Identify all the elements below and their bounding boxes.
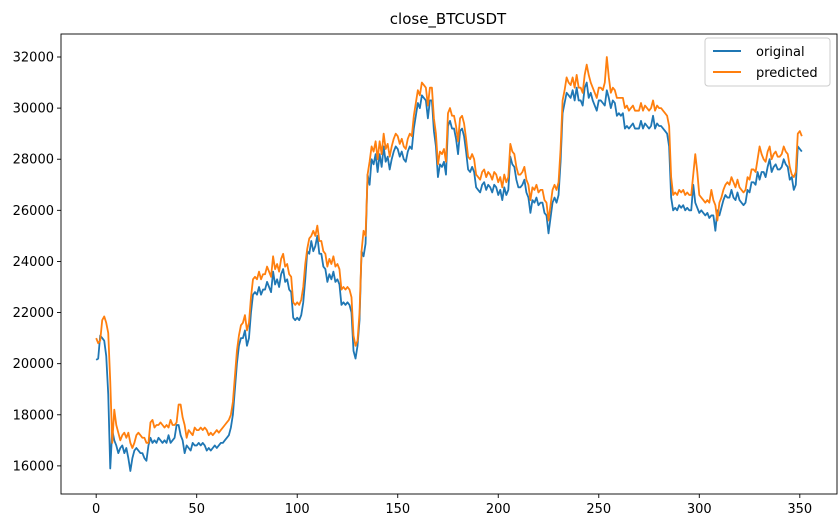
legend: original predicted (704, 37, 831, 87)
x-tick-label: 50 (188, 502, 205, 517)
y-tick-label: 28000 (13, 153, 54, 168)
legend-label-original: original (756, 45, 805, 60)
x-tick-label: 350 (787, 502, 812, 517)
y-tick-label: 24000 (13, 255, 54, 270)
x-tick-label: 300 (687, 502, 712, 517)
x-tick-label: 0 (92, 502, 100, 517)
x-tick-label: 150 (385, 502, 410, 517)
y-axis: 16000 18000 20000 22000 24000 26000 28000 30000… (13, 51, 61, 474)
x-tick-label: 250 (586, 502, 611, 517)
series-layer (95, 56, 803, 472)
x-tick-label: 100 (285, 502, 310, 517)
legend-label-predicted: predicted (756, 66, 818, 81)
series-line-predicted (95, 56, 803, 449)
y-tick-label: 18000 (13, 408, 54, 423)
y-tick-label: 16000 (13, 459, 54, 474)
y-tick-label: 32000 (13, 51, 54, 66)
chart-title: close_BTCUSDT (390, 10, 507, 29)
y-tick-label: 20000 (13, 357, 54, 372)
plot-frame (60, 33, 838, 495)
series-line-original (95, 81, 803, 472)
y-tick-label: 30000 (13, 102, 54, 117)
y-tick-label: 22000 (13, 306, 54, 321)
x-axis: 0 50 100 150 200 250 300 350 (92, 494, 812, 517)
y-tick-label: 26000 (13, 204, 54, 219)
x-tick-label: 200 (486, 502, 511, 517)
